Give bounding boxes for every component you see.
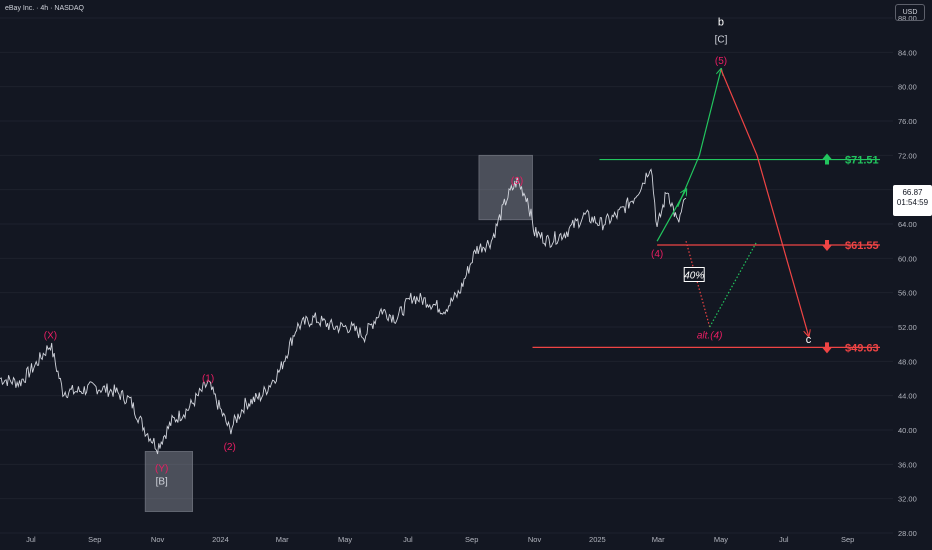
arrow-down-icon bbox=[822, 240, 832, 252]
price-line bbox=[0, 168, 687, 455]
y-tick-label: 40.00 bbox=[898, 426, 917, 435]
y-tick-label: 48.00 bbox=[898, 357, 917, 366]
wave-label: (Y) bbox=[155, 464, 168, 475]
wave-label: [B] bbox=[156, 477, 168, 488]
x-tick-label: Sep bbox=[841, 535, 854, 544]
probability-box bbox=[683, 267, 705, 282]
chart-title: eBay Inc. · 4h · NASDAQ bbox=[5, 5, 84, 12]
x-tick-label: 2025 bbox=[589, 535, 606, 544]
wave-label: (4) bbox=[651, 249, 663, 260]
y-axis: 28.00 32.00 36.00 40.00 44.00 48.00 52.00 56.00… bbox=[898, 14, 917, 538]
price-series bbox=[0, 168, 687, 455]
x-axis: Jul Sep Nov 2024 Mar May Jul Sep Nov 2025 Mar May Ju… bbox=[26, 535, 854, 544]
currency-button[interactable]: USD bbox=[895, 4, 925, 21]
projection-path bbox=[720, 69, 809, 336]
wave-labels: (X) (1) (2) (Y) [B] (3) (4) (5) [C] b alt.(4) c 40% bbox=[44, 16, 812, 487]
wave-label: (5) bbox=[715, 56, 727, 67]
y-tick-label: 28.00 bbox=[898, 529, 917, 538]
countdown-timer: 01:54:59 bbox=[896, 198, 929, 207]
wave-label: (2) bbox=[224, 442, 236, 453]
x-tick-label: May bbox=[338, 535, 352, 544]
y-tick-label: 36.00 bbox=[898, 460, 917, 469]
price-levels bbox=[532, 158, 880, 348]
wave-label: c bbox=[806, 334, 812, 346]
x-tick-label: Mar bbox=[276, 535, 289, 544]
y-tick-label: 44.00 bbox=[898, 392, 917, 401]
wave-label: alt.(4) bbox=[697, 331, 723, 342]
x-tick-label: Sep bbox=[465, 535, 478, 544]
y-tick-label: 84.00 bbox=[898, 48, 917, 57]
chart-grid bbox=[0, 17, 893, 534]
y-tick-label: 56.00 bbox=[898, 289, 917, 298]
wave-label: [C] bbox=[715, 34, 728, 45]
wave-zone bbox=[144, 451, 194, 512]
x-tick-label: Nov bbox=[151, 535, 165, 544]
x-tick-label: Nov bbox=[528, 535, 542, 544]
x-tick-label: Mar bbox=[652, 535, 665, 544]
y-tick-label: 80.00 bbox=[898, 83, 917, 92]
wave-label: (3) bbox=[511, 176, 523, 187]
x-tick-label: Jul bbox=[779, 535, 789, 544]
x-tick-label: Jul bbox=[26, 535, 36, 544]
y-tick-label: 76.00 bbox=[898, 117, 917, 126]
x-tick-label: Jul bbox=[403, 535, 413, 544]
arrow-down-icon bbox=[822, 342, 832, 354]
y-tick-label: 64.00 bbox=[898, 220, 917, 229]
current-price: 66.87 bbox=[902, 188, 923, 197]
level-label: $49.63 bbox=[845, 342, 879, 354]
level-label: $61.55 bbox=[845, 240, 879, 252]
x-tick-label: 2024 bbox=[212, 535, 229, 544]
chart-zones bbox=[144, 154, 533, 512]
projection-path bbox=[677, 70, 721, 208]
arrow-up-icon bbox=[822, 153, 832, 165]
y-tick-label: 60.00 bbox=[898, 254, 917, 263]
y-tick-label: 32.00 bbox=[898, 495, 917, 504]
wave-zone bbox=[478, 154, 533, 221]
projection-path bbox=[685, 241, 711, 328]
y-tick-label: 72.00 bbox=[898, 151, 917, 160]
level-labels: $71.51 $61.55 $49.63 bbox=[822, 153, 879, 354]
x-tick-label: May bbox=[714, 535, 728, 544]
wave-label: (1) bbox=[202, 374, 214, 385]
projection-path bbox=[709, 240, 758, 328]
wave-label: (X) bbox=[44, 331, 57, 342]
y-tick-label: 52.00 bbox=[898, 323, 917, 332]
wave-projections bbox=[656, 69, 809, 336]
x-tick-label: Sep bbox=[88, 535, 101, 544]
wave-label: 40% bbox=[684, 271, 704, 282]
current-price-tag: 66.87 01:54:59 bbox=[893, 185, 932, 216]
level-label: $71.51 bbox=[845, 155, 879, 167]
wave-label: b bbox=[718, 16, 724, 28]
y-tick-label: 88.00 bbox=[898, 14, 917, 23]
